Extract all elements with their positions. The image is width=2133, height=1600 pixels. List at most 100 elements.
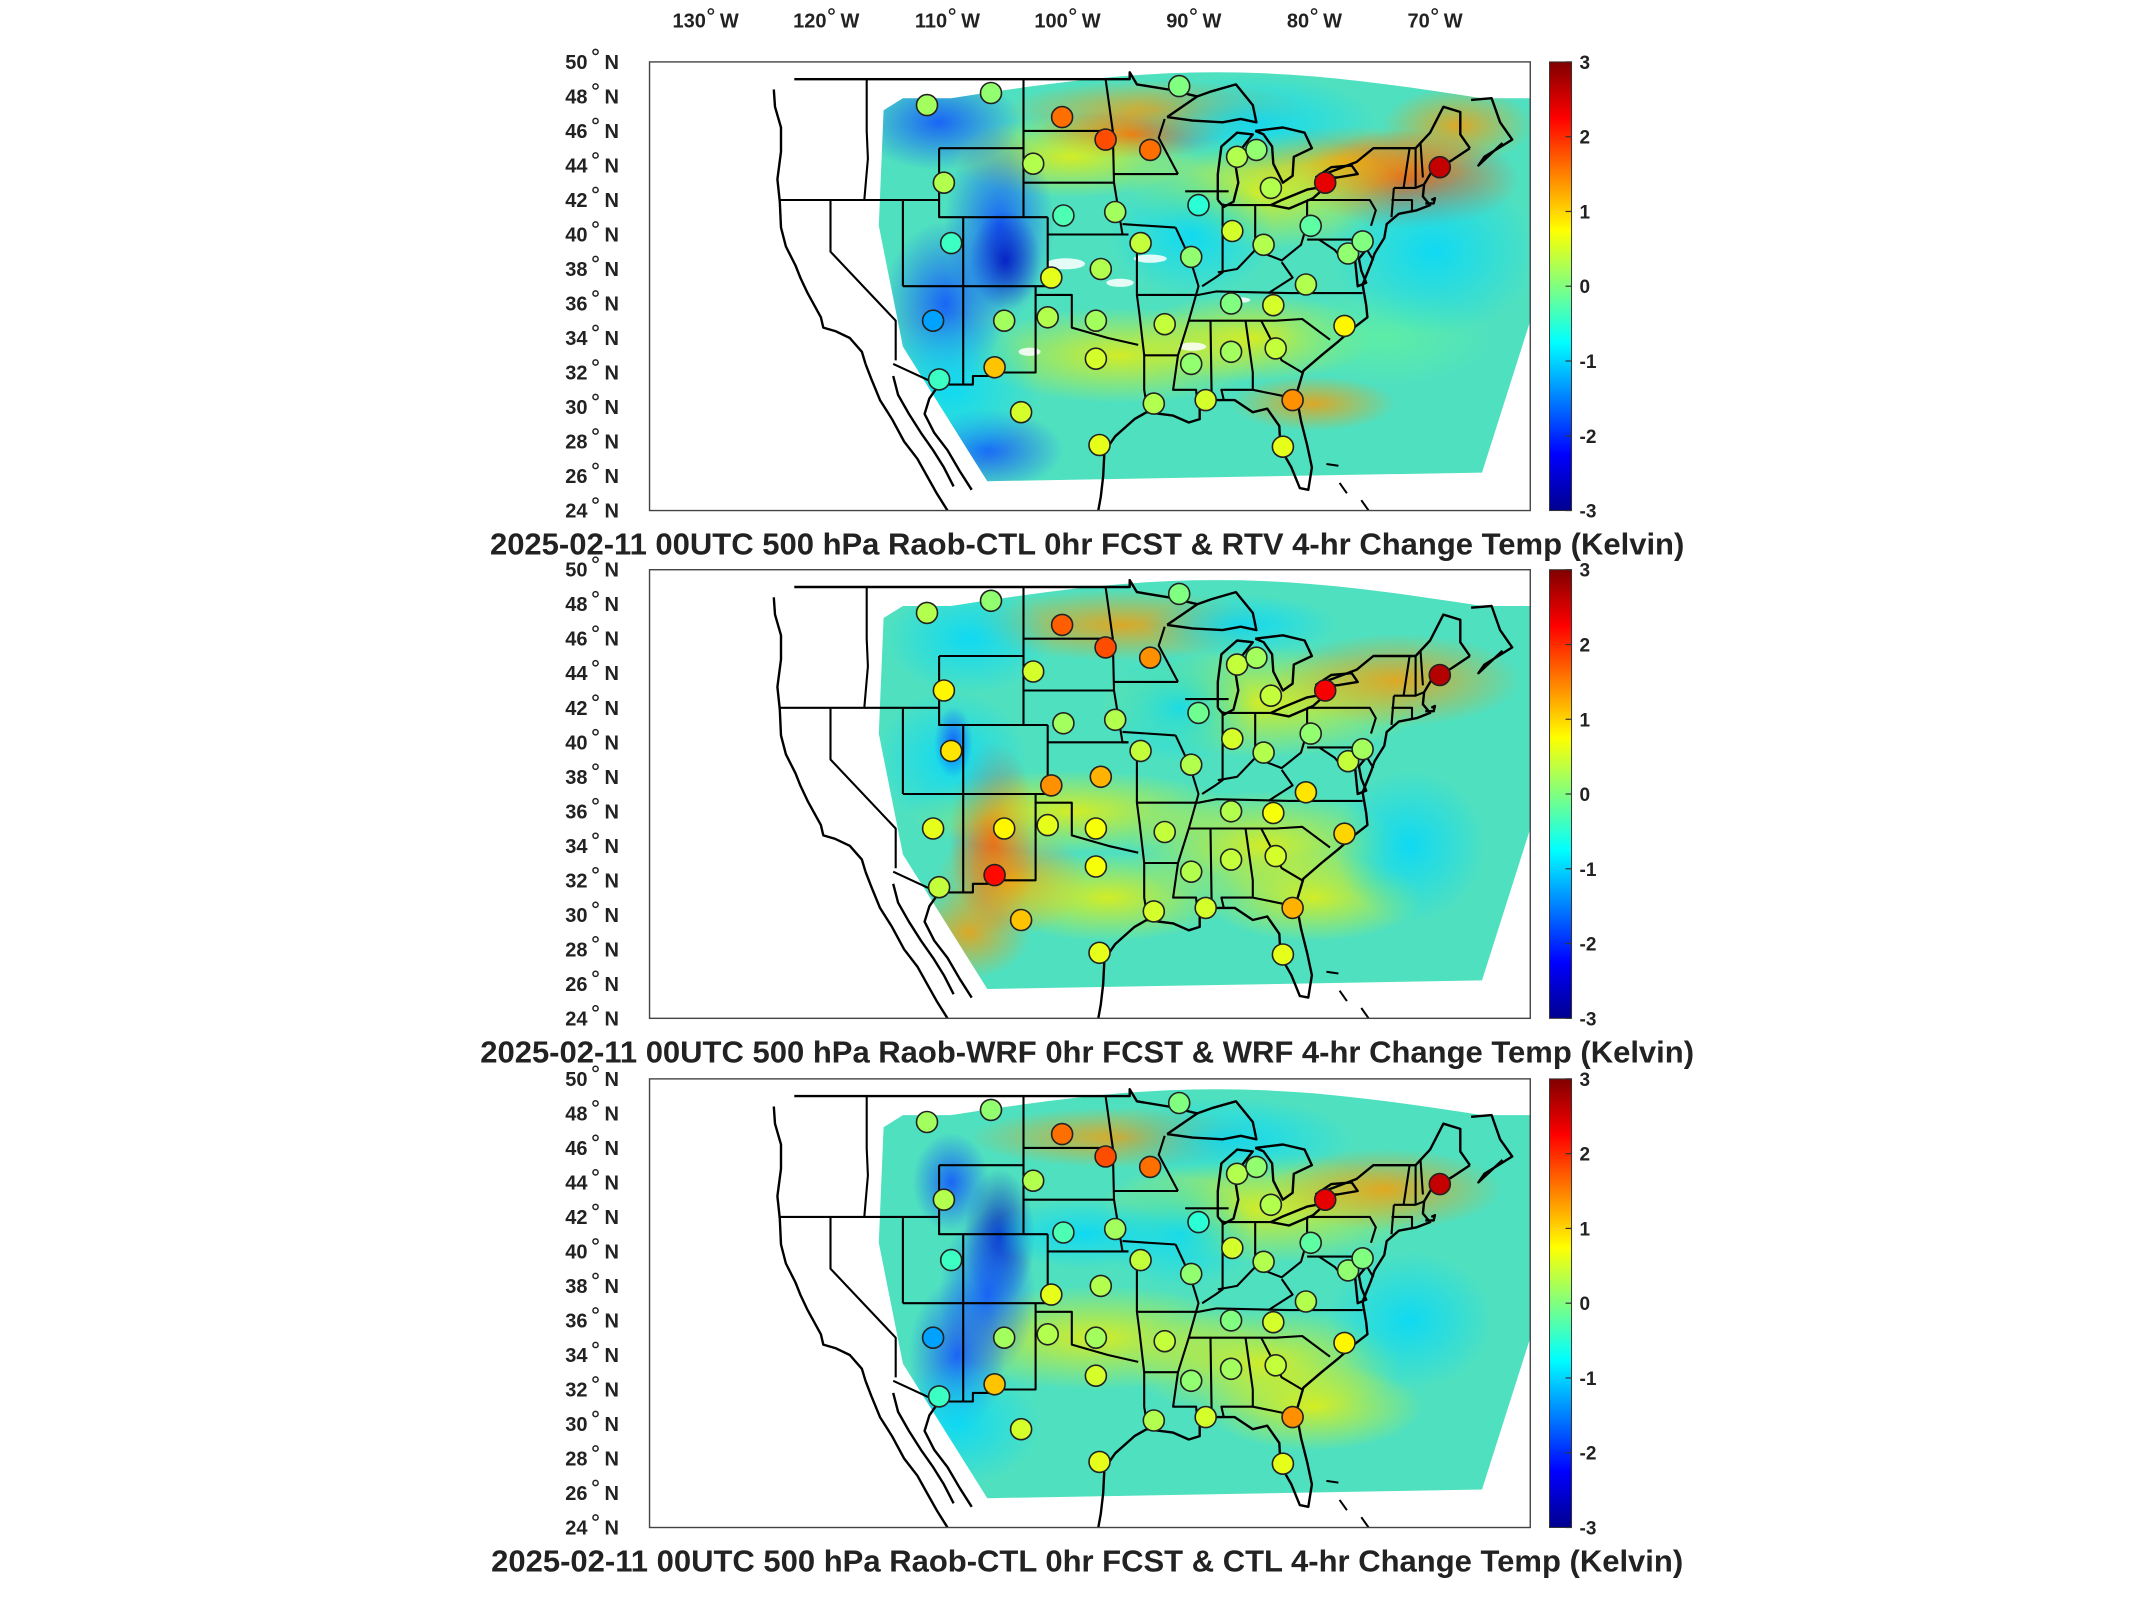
raob-station-marker bbox=[1084, 817, 1108, 840]
raob-station-marker bbox=[1142, 900, 1166, 923]
lat-tick-label: 28 N bbox=[565, 1445, 619, 1470]
lat-tick-hemisphere: N bbox=[605, 190, 619, 212]
raob-station-marker bbox=[1219, 1357, 1243, 1381]
raob-station-marker bbox=[1084, 347, 1108, 371]
degree-symbol bbox=[592, 48, 599, 56]
raob-station-marker bbox=[983, 355, 1006, 379]
lat-tick-degrees: 44 bbox=[565, 663, 588, 685]
raob-station-marker bbox=[992, 1326, 1016, 1349]
lat-tick-label: 34 N bbox=[565, 1341, 619, 1367]
raob-station-marker bbox=[939, 1248, 963, 1272]
lat-tick-label: 32 N bbox=[565, 866, 619, 892]
lon-tick-label: 130 W bbox=[672, 8, 739, 33]
degree-symbol bbox=[592, 1203, 599, 1211]
degree-symbol bbox=[592, 497, 599, 504]
raob-station-marker bbox=[1262, 1310, 1285, 1334]
colorbar-tick-label: -1 bbox=[1580, 1369, 1597, 1390]
lat-tick-label: 34 N bbox=[565, 324, 619, 350]
raob-station-marker bbox=[1021, 660, 1045, 683]
raob-station-marker bbox=[1129, 739, 1152, 763]
degree-symbol bbox=[592, 556, 599, 564]
lat-tick-label: 30 N bbox=[565, 1410, 619, 1436]
raob-station-marker bbox=[1194, 896, 1217, 920]
lat-tick-degrees: 40 bbox=[565, 732, 587, 754]
panel-title: 2025-02-11 00UTC 500 hPa Raob-CTL 0hr FC… bbox=[491, 1544, 1683, 1579]
raob-station-marker bbox=[1194, 388, 1217, 412]
lat-tick-hemisphere: N bbox=[605, 974, 619, 996]
map-panel: 50 N48 N46 N44 N42 N40 N38 N36 N34 N32 N30 N28 N26 N2… bbox=[480, 556, 1694, 1069]
raob-station-marker bbox=[1167, 582, 1191, 606]
raob-station-marker bbox=[1089, 257, 1113, 281]
lat-tick-label: 50 N bbox=[565, 556, 619, 582]
degree-symbol bbox=[592, 1065, 599, 1073]
lat-tick-label: 32 N bbox=[565, 359, 619, 385]
map-panel: 50 N48 N46 N44 N42 N40 N38 N36 N34 N32 N30 N28 N26 N2… bbox=[490, 48, 1684, 562]
degree-symbol bbox=[592, 728, 599, 736]
lat-tick-degrees: 38 bbox=[565, 1276, 587, 1298]
lat-tick-hemisphere: N bbox=[605, 1483, 619, 1505]
raob-station-marker bbox=[1294, 780, 1318, 804]
lat-tick-degrees: 44 bbox=[565, 1172, 588, 1194]
lat-tick-label: 44 N bbox=[565, 659, 619, 685]
panel-title: 2025-02-11 00UTC 500 hPa Raob-CTL 0hr FC… bbox=[490, 527, 1684, 562]
lat-tick-label: 24 N bbox=[565, 1004, 619, 1030]
colorbar-tick-label: 2 bbox=[1580, 635, 1591, 656]
lat-tick-label: 26 N bbox=[565, 1479, 619, 1505]
raob-station-marker bbox=[1351, 1247, 1374, 1270]
degree-symbol bbox=[1431, 8, 1439, 15]
raob-station-marker bbox=[1129, 231, 1152, 255]
raob-station-marker bbox=[1262, 801, 1285, 825]
raob-station-marker bbox=[1428, 1172, 1452, 1196]
degree-symbol bbox=[592, 1272, 599, 1280]
lat-tick-degrees: 42 bbox=[565, 1207, 587, 1229]
raob-station-marker bbox=[932, 171, 956, 194]
raob-station-marker bbox=[1313, 1188, 1337, 1211]
raob-station-marker bbox=[1313, 171, 1337, 194]
raob-station-marker bbox=[1221, 219, 1244, 243]
lat-tick-hemisphere: N bbox=[605, 466, 619, 488]
lat-tick-label: 26 N bbox=[565, 970, 619, 996]
raob-station-marker bbox=[1084, 855, 1108, 878]
lat-tick-hemisphere: N bbox=[605, 1379, 619, 1401]
lat-tick-hemisphere: N bbox=[605, 1448, 619, 1470]
raob-station-marker bbox=[1264, 337, 1287, 360]
lat-tick-degrees: 40 bbox=[565, 1241, 587, 1263]
lon-tick-hemisphere: W bbox=[841, 11, 860, 33]
lat-tick-label: 44 N bbox=[565, 152, 619, 177]
lat-tick-label: 32 N bbox=[565, 1376, 619, 1401]
lat-tick-label: 44 N bbox=[565, 1169, 619, 1194]
raob-station-marker bbox=[1252, 1250, 1275, 1274]
colorbar-tick-label: -1 bbox=[1580, 860, 1597, 881]
colorbar-tick-label: -3 bbox=[1580, 1519, 1597, 1540]
raob-station-marker bbox=[1050, 1122, 1074, 1146]
lat-tick-label: 28 N bbox=[565, 428, 619, 454]
raob-station-marker bbox=[1221, 1236, 1244, 1260]
raob-station-marker bbox=[1259, 684, 1283, 708]
raob-station-marker bbox=[927, 1385, 951, 1408]
lat-tick-degrees: 38 bbox=[565, 259, 587, 281]
lat-tick-hemisphere: N bbox=[605, 560, 619, 582]
lon-tick-degrees: 80 bbox=[1287, 11, 1309, 33]
raob-station-marker bbox=[1142, 392, 1166, 415]
lat-tick-degrees: 36 bbox=[565, 801, 587, 823]
lat-tick-degrees: 30 bbox=[565, 397, 587, 419]
degree-symbol bbox=[592, 1238, 599, 1245]
lat-tick-hemisphere: N bbox=[605, 870, 619, 892]
lon-tick-label: 80 W bbox=[1287, 8, 1342, 33]
degree-symbol bbox=[592, 255, 599, 263]
raob-station-marker bbox=[1219, 799, 1243, 823]
latitude-axis: 50 N48 N46 N44 N42 N40 N38 N36 N34 N32 N30 N28 N26 N2… bbox=[565, 1065, 619, 1540]
raob-station-marker bbox=[992, 817, 1016, 840]
raob-station-marker bbox=[1088, 1450, 1111, 1474]
degree-symbol bbox=[592, 359, 599, 366]
degree-symbol bbox=[592, 1514, 599, 1521]
lat-tick-label: 40 N bbox=[565, 221, 619, 246]
lat-tick-label: 48 N bbox=[565, 1100, 619, 1125]
raob-station-marker bbox=[992, 309, 1016, 333]
colorbar-tick-label: 3 bbox=[1580, 561, 1591, 582]
lat-tick-degrees: 24 bbox=[565, 1008, 588, 1030]
lat-tick-hemisphere: N bbox=[605, 1138, 619, 1160]
raob-station-marker bbox=[1281, 896, 1304, 920]
lat-tick-label: 24 N bbox=[565, 1514, 619, 1540]
